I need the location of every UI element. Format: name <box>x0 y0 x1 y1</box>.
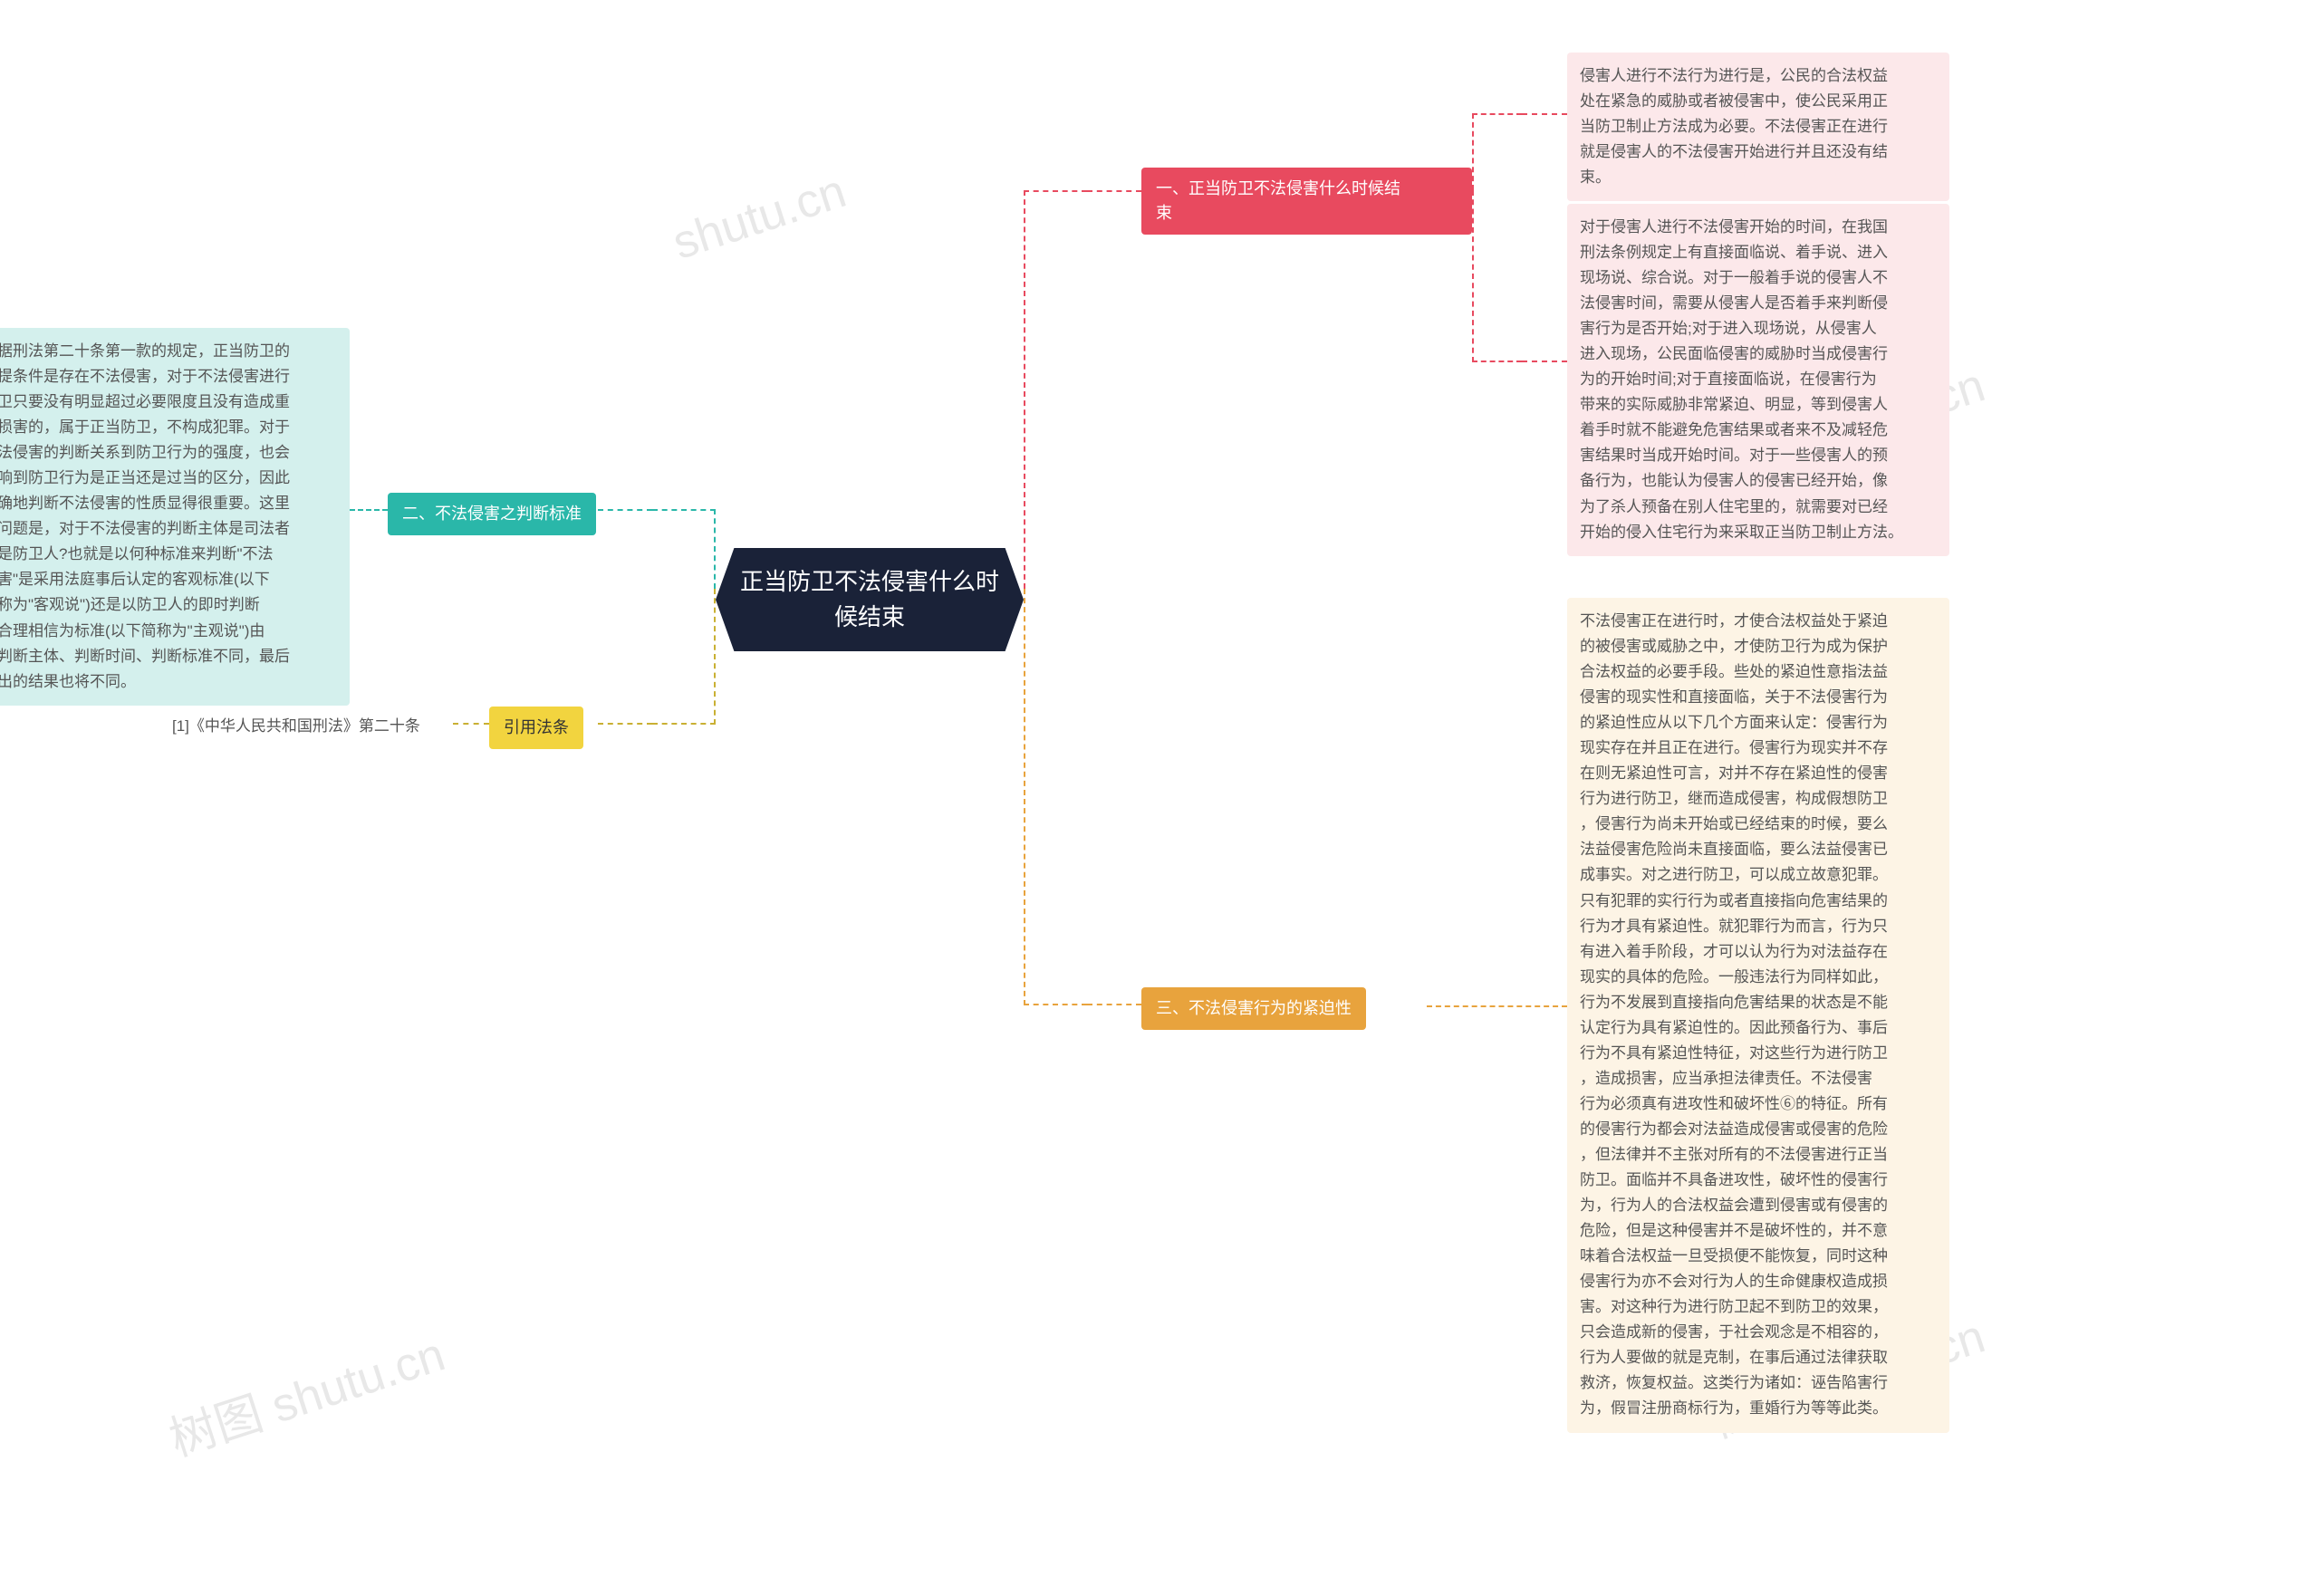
connector <box>1087 1004 1141 1005</box>
connector <box>1087 190 1141 192</box>
connector <box>598 509 652 511</box>
branch-label: 一、正当防卫不法侵害什么时候结 束 <box>1156 179 1400 222</box>
branch-node-1[interactable]: 一、正当防卫不法侵害什么时候结 束 <box>1141 168 1472 235</box>
leaf-node-1b: 对于侵害人进行不法侵害开始的时间，在我国 刑法条例规定上有直接面临说、着手说、进… <box>1567 204 1949 556</box>
connector <box>453 723 489 725</box>
leaf-text: 不法侵害正在进行时，才使合法权益处于紧迫 的被侵害或威胁之中，才使防卫行为成为保… <box>1580 612 1888 1417</box>
leaf-text: [1]《中华人民共和国刑法》第二十条 <box>172 717 420 735</box>
branch-label: 引用法条 <box>504 718 569 736</box>
connector <box>1472 190 1522 362</box>
connector <box>652 509 716 589</box>
connector <box>1024 190 1087 589</box>
leaf-node-1a: 侵害人进行不法行为进行是，公民的合法权益 处在紧急的威胁或者被侵害中，使公民采用… <box>1567 53 1949 201</box>
connector <box>350 509 388 511</box>
branch-label: 三、不法侵害行为的紧迫性 <box>1156 999 1352 1017</box>
connector <box>1522 113 1567 115</box>
watermark: shutu.cn <box>667 164 852 271</box>
leaf-node-2: 根据刑法第二十条第一款的规定，正当防卫的 前提条件是存在不法侵害，对于不法侵害进… <box>0 328 350 706</box>
leaf-text: 根据刑法第二十条第一款的规定，正当防卫的 前提条件是存在不法侵害，对于不法侵害进… <box>0 342 290 690</box>
connector <box>1024 589 1087 1005</box>
leaf-node-3: 不法侵害正在进行时，才使合法权益处于紧迫 的被侵害或威胁之中，才使防卫行为成为保… <box>1567 598 1949 1433</box>
branch-node-3[interactable]: 三、不法侵害行为的紧迫性 <box>1141 987 1366 1030</box>
leaf-text: 对于侵害人进行不法侵害开始的时间，在我国 刑法条例规定上有直接面临说、着手说、进… <box>1580 218 1903 541</box>
watermark: 树图 shutu.cn <box>159 1316 452 1469</box>
connector <box>1427 1005 1567 1007</box>
connector <box>598 723 652 725</box>
root-node[interactable]: 正当防卫不法侵害什么时 候结束 <box>716 548 1024 651</box>
connector <box>1472 113 1522 190</box>
branch-label: 二、不法侵害之判断标准 <box>402 505 582 523</box>
leaf-text: 侵害人进行不法行为进行是，公民的合法权益 处在紧急的威胁或者被侵害中，使公民采用… <box>1580 67 1888 186</box>
branch-node-2[interactable]: 二、不法侵害之判断标准 <box>388 493 596 535</box>
connector <box>652 589 716 725</box>
connector <box>1522 361 1567 362</box>
root-title: 正当防卫不法侵害什么时 候结束 <box>740 568 999 630</box>
branch-node-4[interactable]: 引用法条 <box>489 707 583 749</box>
leaf-node-4: [1]《中华人民共和国刑法》第二十条 <box>163 708 429 745</box>
